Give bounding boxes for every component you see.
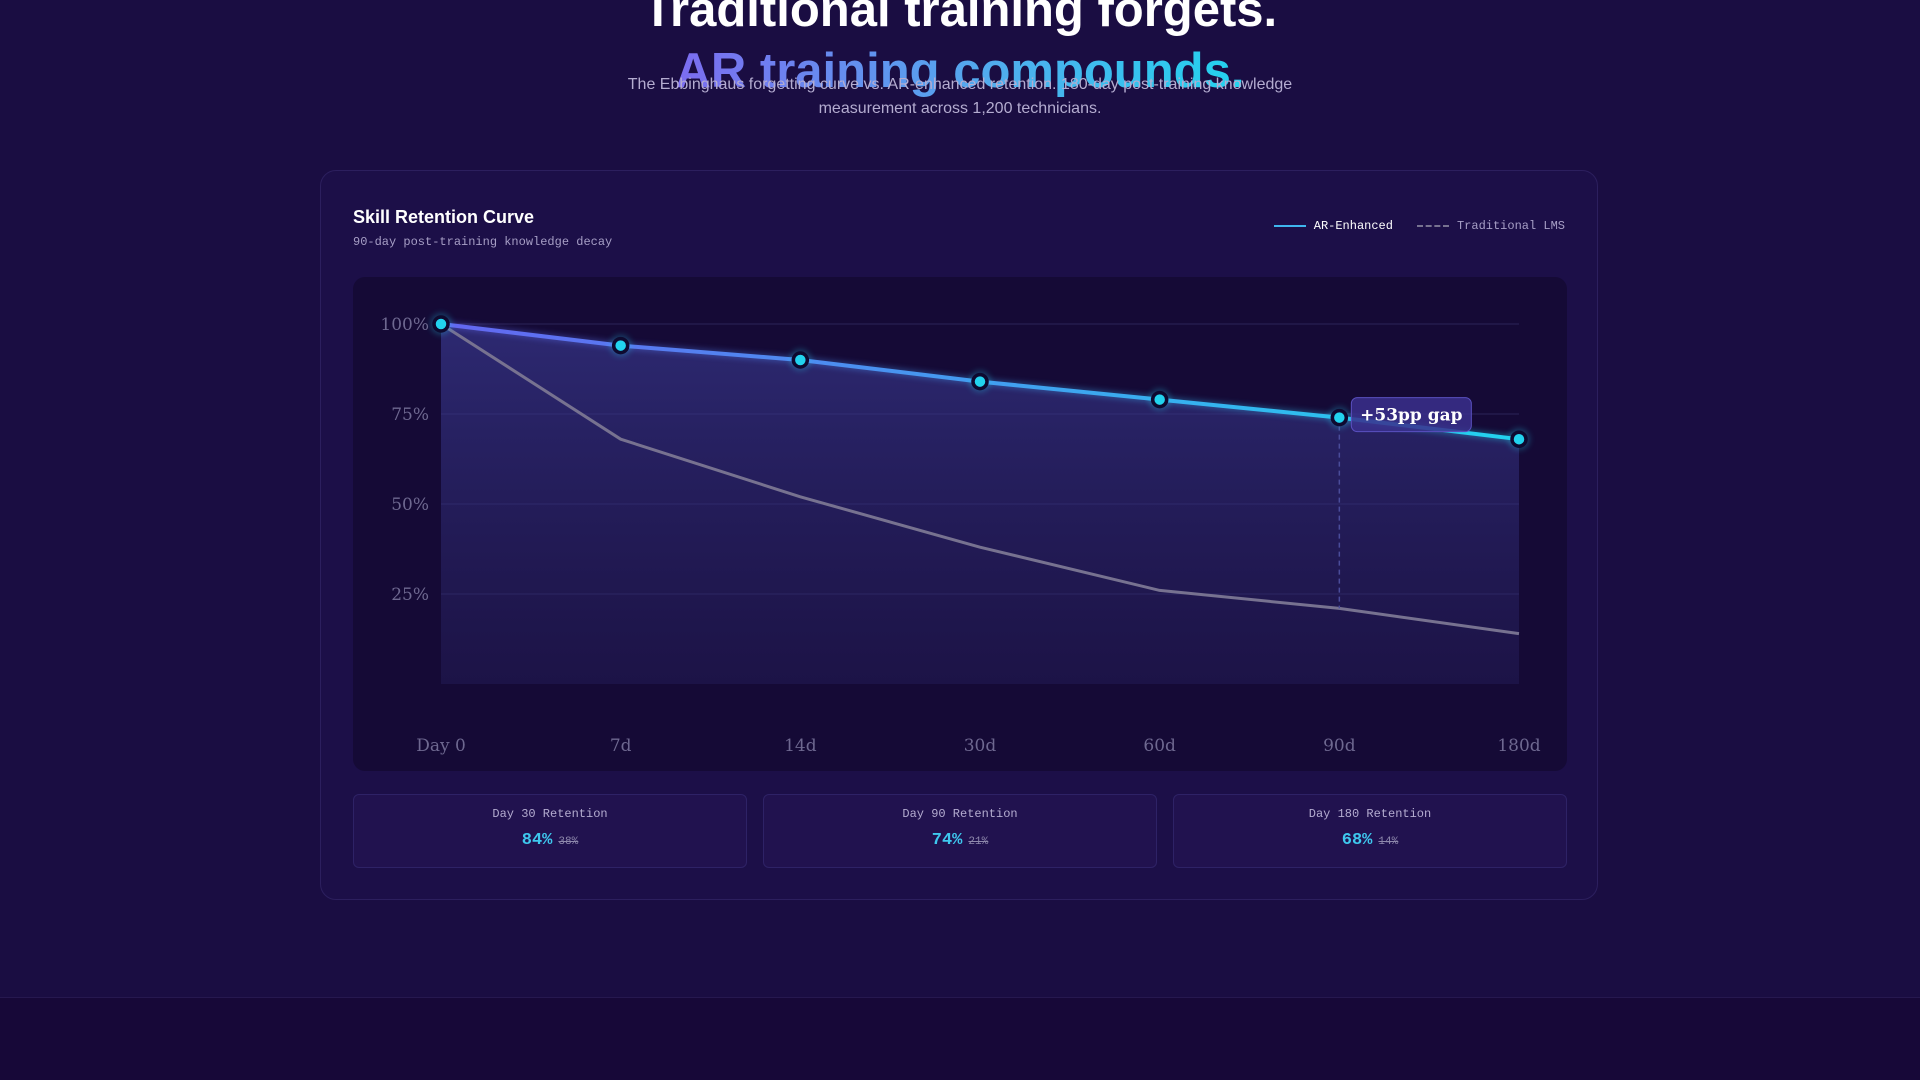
- stat-lms-value: 21%: [968, 836, 989, 848]
- page-footer: [0, 998, 1920, 1080]
- stat-ar-value: 84%: [521, 831, 553, 850]
- retention-card: Skill Retention Curve 90-day post-traini…: [320, 170, 1598, 900]
- legend-label-ar: AR-Enhanced: [1313, 219, 1393, 233]
- stat-card-day90: Day 90 Retention 74% 21%: [763, 794, 1157, 868]
- chart-area: +53pp gap 100% 75% 50% 25% Day 0 7d 14d 30d 60d…: [353, 277, 1567, 771]
- legend-item-lms: Traditional LMS: [1416, 219, 1565, 233]
- x-tick-label: 14d: [784, 736, 817, 756]
- x-tick-label: 90d: [1323, 736, 1356, 756]
- data-point-ar[interactable]: [1150, 390, 1169, 409]
- x-tick-label: 60d: [1143, 736, 1176, 756]
- stat-label: Day 180 Retention: [1308, 807, 1432, 821]
- y-tick-label: 25%: [391, 585, 429, 605]
- headline-line-2: AR training compounds.: [676, 41, 1245, 102]
- y-tick-label: 100%: [380, 315, 429, 335]
- chart-subtitle: 90-day post-training knowledge decay: [353, 235, 613, 249]
- data-point-ar[interactable]: [791, 351, 810, 369]
- chart-title: Skill Retention Curve: [353, 207, 535, 227]
- x-tick-label: Day 0: [416, 736, 466, 756]
- stat-card-day180: Day 180 Retention 68% 14%: [1173, 794, 1567, 868]
- ar-area-fill: [441, 324, 1519, 684]
- x-tick-label: 7d: [610, 736, 632, 756]
- stat-lms-value: 14%: [1378, 836, 1399, 848]
- gap-annotation-box: [1350, 397, 1472, 433]
- stat-values: 84% 38%: [354, 831, 746, 850]
- legend-swatch-lms: [1416, 225, 1449, 227]
- headline-line-1: Traditional training forgets.: [642, 0, 1278, 37]
- footer-divider: [0, 997, 1920, 998]
- gap-annotation-label: +53pp gap: [1360, 406, 1462, 426]
- data-point-ar[interactable]: [1510, 430, 1528, 448]
- stat-values: 74% 21%: [764, 831, 1156, 850]
- stat-label: Day 30 Retention: [492, 807, 608, 821]
- legend-swatch-ar: [1273, 225, 1306, 227]
- data-point-ar[interactable]: [1330, 408, 1349, 427]
- y-tick-label: 75%: [391, 405, 429, 425]
- y-tick-label: 50%: [391, 495, 429, 515]
- stat-label: Day 90 Retention: [902, 807, 1018, 821]
- stat-ar-value: 68%: [1341, 831, 1373, 850]
- stat-ar-value: 74%: [931, 831, 963, 850]
- retention-stats: Day 30 Retention 84% 38% Day 90 Retention…: [353, 794, 1567, 868]
- legend-item-ar: AR-Enhanced: [1273, 219, 1393, 233]
- x-tick-label: 180d: [1497, 736, 1540, 756]
- stat-card-day30: Day 30 Retention 84% 38%: [353, 794, 747, 868]
- series-line-traditional-lms: [440, 322, 1520, 636]
- hero-headline: Traditional training forgets. AR trainin…: [0, 0, 1920, 102]
- hero-subtitle: The Ebbinghaus forgetting curve vs. AR-e…: [627, 76, 1293, 117]
- legend-label-lms: Traditional LMS: [1456, 219, 1565, 233]
- data-point-ar[interactable]: [432, 315, 450, 333]
- stat-lms-value: 38%: [558, 836, 579, 848]
- chart-legend: AR-Enhanced Traditional LMS: [1273, 219, 1565, 233]
- retention-chart: +53pp gap 100% 75% 50% 25% Day 0 7d 14d 30d 60d…: [380, 313, 1541, 756]
- x-tick-label: 30d: [964, 736, 997, 756]
- data-point-ar[interactable]: [611, 336, 630, 355]
- stat-values: 68% 14%: [1174, 831, 1566, 850]
- data-point-ar[interactable]: [971, 372, 989, 391]
